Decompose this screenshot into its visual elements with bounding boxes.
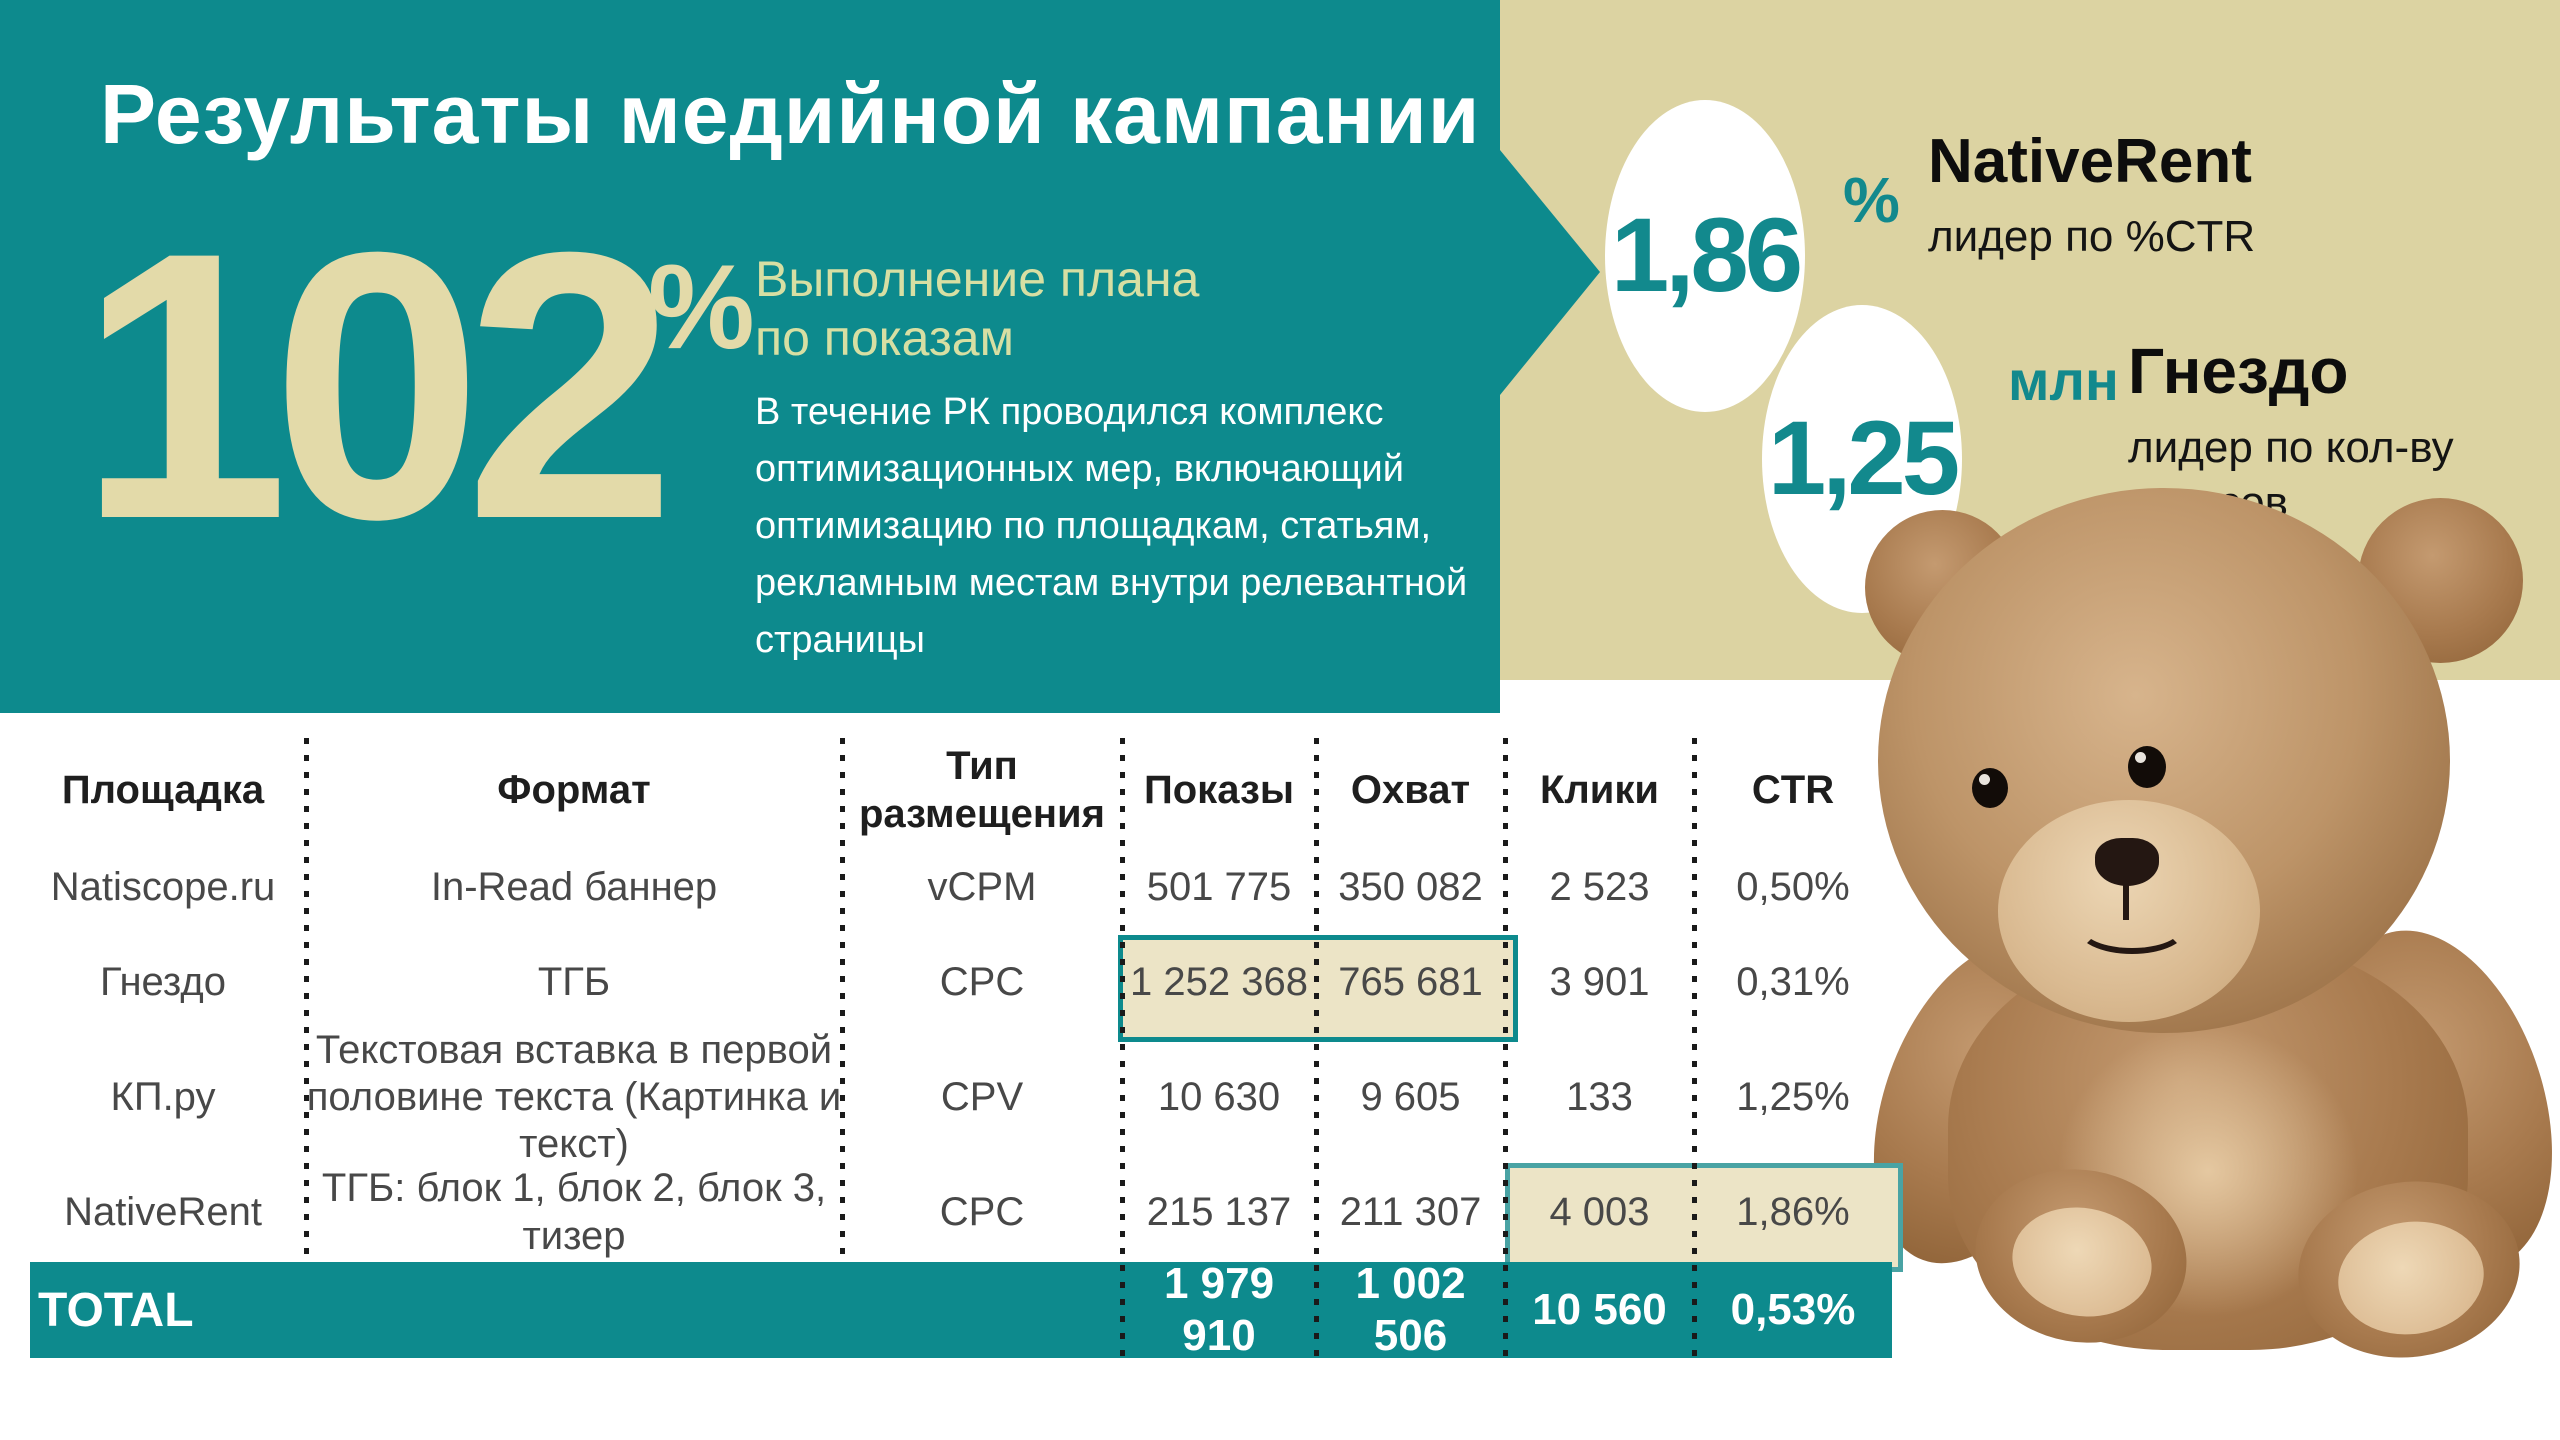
table-cell-ctr: 1,25% — [1736, 1074, 1850, 1119]
leader-impressions-unit: млн — [2008, 349, 2119, 412]
leader-impressions-name: Гнездо — [2128, 335, 2349, 407]
total-ctr: 0,53% — [1730, 1285, 1856, 1335]
table-cell-platform: Гнездо — [100, 959, 226, 1004]
table-cell-reach: 9 605 — [1360, 1074, 1461, 1119]
kpi-heading-line2: по показам — [755, 310, 1014, 366]
bear-smile-icon — [2076, 900, 2188, 954]
total-row-label: TOTAL — [38, 1283, 194, 1337]
table-cell-format: ТГБ — [537, 959, 611, 1004]
teal-panel — [0, 0, 1500, 713]
table-cell-format: ТГБ: блок 1, блок 2, блок 3, тизер — [321, 1166, 827, 1258]
kpi-plan-value: 102 — [78, 173, 676, 598]
total-reach: 1 002 506 — [1355, 1259, 1466, 1360]
table-cell-clicks: 3 901 — [1549, 959, 1650, 1004]
teddy-bear-image — [1833, 470, 2560, 1372]
table-cell-ctr: 0,50% — [1736, 864, 1850, 909]
table-cell-format: Текстовая вставка в первой половине текс… — [306, 1027, 842, 1167]
kpi-percent-sign: % — [648, 240, 755, 374]
total-clicks: 10 560 — [1532, 1285, 1667, 1335]
leader-ctr-caption: лидер по %CTR — [1928, 212, 2256, 261]
table-cell-type: CPV — [940, 1074, 1024, 1119]
page-title: Результаты медийной кампании — [100, 67, 1481, 161]
column-divider — [1692, 738, 1697, 1358]
leader-ctr-unit: % — [1843, 164, 1900, 236]
column-divider — [1120, 738, 1125, 1358]
table-cell-platform: NativeRent — [64, 1189, 262, 1234]
column-divider — [1314, 738, 1319, 1358]
table-cell-type: CPC — [939, 1189, 1025, 1234]
bear-nose-icon — [2095, 838, 2159, 886]
kpi-description: В течение РК проводился комплекс оптимиз… — [755, 391, 1468, 661]
table-cell-ctr: 0,31% — [1736, 959, 1850, 1004]
kpi-heading-line1: Выполнение плана — [755, 251, 1200, 307]
column-header-format: Формат — [497, 768, 651, 812]
table-cell-clicks: 4 003 — [1549, 1189, 1650, 1234]
table-cell-clicks: 2 523 — [1549, 864, 1650, 909]
leader-ctr-value: 1,86 — [1610, 197, 1803, 314]
leader-ctr-name: NativeRent — [1928, 127, 2252, 196]
column-header-reach: Охват — [1350, 768, 1471, 812]
table-cell-platform: Natiscope.ru — [50, 864, 276, 909]
column-header-type: Тип размещения — [859, 744, 1105, 836]
column-header-platform: Площадка — [61, 768, 265, 812]
table-cell-format: In-Read баннер — [430, 864, 718, 909]
table-cell-type: CPC — [939, 959, 1025, 1004]
total-impressions: 1 979 910 — [1163, 1259, 1275, 1360]
table-cell-ctr: 1,86% — [1736, 1189, 1850, 1234]
total-row-bar — [30, 1262, 1892, 1358]
column-header-clicks: Клики — [1539, 768, 1660, 812]
table-cell-reach: 765 681 — [1338, 959, 1483, 1004]
table-cell-impressions: 10 630 — [1157, 1074, 1281, 1119]
bear-eye-right-icon — [2128, 746, 2166, 788]
teal-arrow-shape — [1500, 150, 1600, 395]
table-cell-type: vCPM — [927, 864, 1037, 909]
table-cell-clicks: 133 — [1566, 1074, 1633, 1119]
column-divider — [1503, 738, 1508, 1358]
leader-impressions-value: 1,25 — [1767, 400, 1960, 517]
table-cell-reach: 350 082 — [1338, 864, 1483, 909]
table-cell-platform: КП.ру — [110, 1074, 216, 1119]
table-cell-reach: 211 307 — [1339, 1189, 1482, 1234]
bear-eye-left-icon — [1972, 768, 2008, 808]
column-header-impressions: Показы — [1144, 768, 1294, 812]
kpi-heading: Выполнение плана по показам — [755, 250, 1199, 368]
column-divider — [304, 738, 309, 1262]
column-divider — [840, 738, 845, 1262]
column-header-ctr: CTR — [1751, 768, 1835, 812]
leader-circle-ctr: 1,86 — [1605, 100, 1805, 412]
table-cell-impressions: 215 137 — [1146, 1189, 1292, 1234]
table-cell-impressions: 1 252 368 — [1130, 959, 1308, 1004]
table-cell-impressions: 501 775 — [1146, 864, 1292, 909]
